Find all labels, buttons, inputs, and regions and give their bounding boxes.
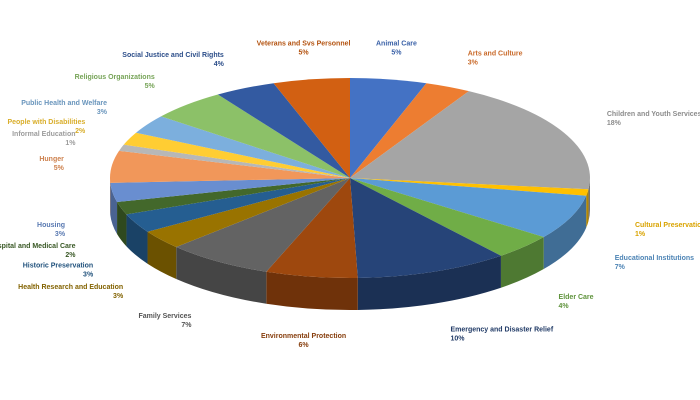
slice-value-label: 10% <box>450 336 465 343</box>
slice-top <box>135 116 350 178</box>
slice-top <box>266 178 358 279</box>
slice-top <box>350 178 544 256</box>
slice-value-label: 5% <box>391 50 402 57</box>
slice-value-label: 5% <box>145 83 156 90</box>
slice <box>350 78 427 178</box>
slice <box>350 83 469 178</box>
slice-value-label: 3% <box>113 293 124 300</box>
slice-top <box>273 78 350 178</box>
slice-side <box>147 231 177 279</box>
slice-label: Religious Organizations <box>75 74 155 81</box>
slice-value-label: 2% <box>65 252 76 259</box>
slice-side <box>586 189 589 228</box>
slice <box>350 178 587 270</box>
slice <box>135 116 350 178</box>
slice <box>110 150 350 215</box>
slice-label: Health Research and Education <box>18 284 123 291</box>
slice <box>350 178 589 228</box>
slice-label: Historic Preservation <box>23 263 93 270</box>
slice-label: Informal Education <box>12 131 75 138</box>
slice-label: Environmental Protection <box>261 333 346 340</box>
slice-top <box>110 178 350 203</box>
slice-value-label: 3% <box>55 231 66 238</box>
slice <box>123 132 350 178</box>
slice-top <box>350 178 501 278</box>
slice-side <box>126 214 148 264</box>
slice-top <box>350 78 427 178</box>
slice-label: Public Health and Welfare <box>21 100 107 107</box>
slice-side <box>266 271 358 311</box>
slice-side <box>588 178 590 222</box>
slice-value-label: 3% <box>468 59 479 66</box>
slice-top <box>126 178 350 232</box>
slice-value-label: 7% <box>181 322 192 329</box>
slice-label: Family Services <box>139 313 192 320</box>
slice-top <box>110 150 350 183</box>
slice-top <box>160 94 350 178</box>
slice <box>266 178 358 311</box>
slice-top <box>176 178 350 272</box>
slice-value-label: 2% <box>75 128 86 135</box>
slice-side <box>117 202 127 247</box>
slice-label: Emergency and Disaster Relief <box>450 327 553 334</box>
slice-label: Arts and Culture <box>468 50 523 57</box>
slice <box>176 178 350 304</box>
slice-label: Children and Youth Services <box>607 111 700 118</box>
slice-value-label: 5% <box>299 50 310 57</box>
slice-value-label: 3% <box>97 109 108 116</box>
slice-value-label: 4% <box>559 303 570 310</box>
slice-top <box>117 178 351 215</box>
slice-side <box>357 255 501 310</box>
slice-side <box>176 246 267 304</box>
slice-label: Educational Institutions <box>615 255 694 262</box>
slice-value-label: 18% <box>607 120 622 127</box>
slice-top <box>147 178 350 247</box>
slice <box>350 178 501 310</box>
slice-top <box>119 144 350 178</box>
slice <box>147 178 350 279</box>
slice-top <box>350 178 587 238</box>
slice-side <box>543 195 587 270</box>
slice <box>350 91 591 222</box>
slice-label: Veterans and Svs Personnel <box>257 41 351 48</box>
slice-side <box>110 182 118 235</box>
slice-side <box>500 237 544 288</box>
slice <box>350 178 544 288</box>
slice-top <box>217 83 350 178</box>
slice <box>273 78 350 178</box>
slice-label: People with Disabilities <box>7 119 85 126</box>
slice-label: Animal Care <box>376 41 417 48</box>
slice-top <box>350 91 591 190</box>
slice <box>160 94 350 178</box>
slice-value-label: 6% <box>299 342 310 349</box>
slice-label: Social Justice and Civil Rights <box>122 52 224 59</box>
slice-value-label: 3% <box>83 272 94 279</box>
slice-value-label: 4% <box>214 61 225 68</box>
slice-label: Hunger <box>39 156 64 163</box>
slice <box>119 144 350 178</box>
slice-value-label: 1% <box>65 140 76 147</box>
slice-top <box>350 178 589 196</box>
slice-value-label: 1% <box>635 231 646 238</box>
slice <box>126 178 350 264</box>
slice-top <box>350 83 469 178</box>
slice-label: Elder Care <box>559 294 594 301</box>
slice-value-label: 7% <box>615 264 626 271</box>
slice-label: Hospital and Medical Care <box>0 243 76 250</box>
slice <box>217 83 350 178</box>
slice <box>117 178 351 247</box>
slice-value-label: 5% <box>54 165 65 172</box>
slice-label: Housing <box>37 222 65 229</box>
slice <box>110 178 350 235</box>
slice-label: Cultural Preservation <box>635 222 700 229</box>
slice-top <box>123 132 350 178</box>
